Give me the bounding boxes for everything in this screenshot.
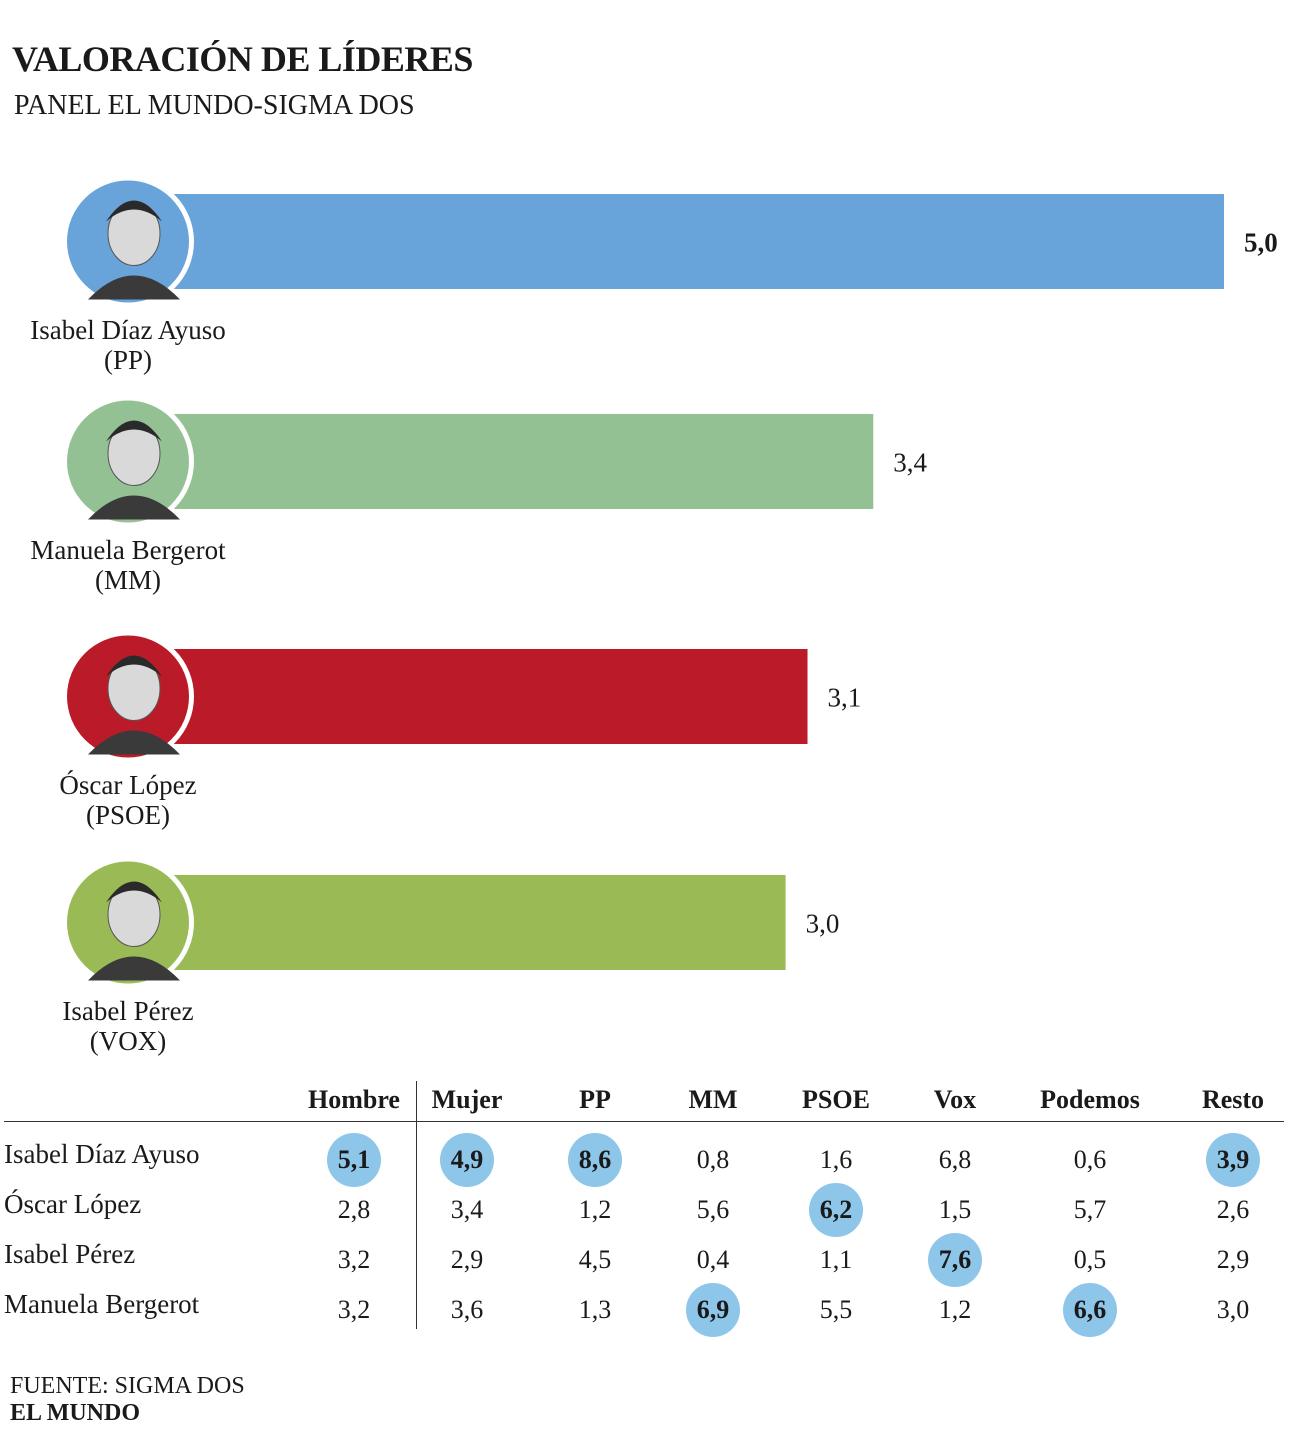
leader-party-label: (PSOE) — [86, 800, 170, 830]
bar-value-label: 3,4 — [893, 448, 927, 478]
table-cell: 2,8 — [337, 1195, 371, 1224]
table-column-header: Mujer — [431, 1085, 503, 1114]
portrait-hair — [106, 655, 162, 677]
portrait-shoulders — [88, 956, 180, 981]
brand-logo: EL MUNDO — [10, 1400, 141, 1426]
bar — [128, 875, 786, 970]
portrait-photo — [62, 630, 194, 763]
portrait-hair — [106, 200, 162, 222]
table-header-rule — [4, 1121, 1284, 1122]
chart-title: VALORACIÓN DE LÍDERES — [12, 39, 473, 79]
table-cell: 3,0 — [1216, 1295, 1250, 1324]
table-cell-highlighted: 8,6 — [568, 1133, 622, 1187]
leader-name-label: Isabel Pérez — [62, 996, 193, 1026]
leader-name-label: Isabel Díaz Ayuso — [30, 315, 225, 345]
table-row-label: Manuela Bergerot — [4, 1289, 200, 1319]
table-column-header: PP — [579, 1085, 611, 1114]
table-cell: 3,6 — [450, 1295, 484, 1324]
table-cell: 1,6 — [819, 1145, 853, 1174]
table-cell: 1,5 — [938, 1195, 972, 1224]
table-column-header: PSOE — [802, 1085, 870, 1114]
table-cell: 0,6 — [1073, 1145, 1107, 1174]
table-row-label: Isabel Pérez — [4, 1239, 136, 1269]
portrait-shoulders — [88, 730, 180, 755]
table-column-header: MM — [688, 1085, 738, 1114]
table-cell: 3,4 — [450, 1195, 484, 1224]
table-cell-highlighted: 7,6 — [928, 1233, 982, 1287]
leader-party-label: (MM) — [95, 565, 161, 595]
table-cell-highlighted: 6,2 — [809, 1183, 863, 1237]
table-cell: 3,2 — [337, 1245, 371, 1274]
table-cell: 2,9 — [450, 1245, 484, 1274]
bar — [128, 414, 874, 509]
source-note: FUENTE: SIGMA DOS — [10, 1373, 245, 1399]
table-column-header: Resto — [1201, 1085, 1265, 1114]
portrait-shoulders — [88, 275, 180, 300]
table-cell-highlighted: 6,9 — [686, 1283, 740, 1337]
leader-name-label: Óscar López — [59, 770, 196, 800]
bar — [128, 194, 1224, 289]
table-row-label: Isabel Díaz Ayuso — [4, 1139, 200, 1169]
leader-name-label: Manuela Bergerot — [30, 535, 226, 565]
table-row-label: Óscar López — [4, 1189, 142, 1219]
table-cell: 1,2 — [578, 1195, 612, 1224]
table-cell-highlighted: 6,6 — [1063, 1283, 1117, 1337]
table-cell-highlighted: 4,9 — [440, 1133, 494, 1187]
table-cell: 2,6 — [1216, 1195, 1250, 1224]
bar-value-label: 3,0 — [806, 909, 840, 939]
table-cell: 6,8 — [938, 1145, 972, 1174]
table-column-header: Podemos — [1040, 1085, 1140, 1114]
bar — [128, 649, 808, 744]
table-column-header: Vox — [933, 1085, 977, 1114]
table-cell: 0,8 — [696, 1145, 730, 1174]
portrait-photo — [62, 395, 194, 528]
leader-party-label: (PP) — [104, 345, 152, 375]
table-cell: 0,5 — [1073, 1245, 1107, 1274]
table-cell: 0,4 — [696, 1245, 730, 1274]
breakdown-table: Hombre Mujer PP MM PSOE Vox Podemos Resto Isabel… — [0, 1075, 1292, 1345]
table-cell-highlighted: 3,9 — [1206, 1133, 1260, 1187]
portrait-shoulders — [88, 495, 180, 520]
chart-subtitle: PANEL EL MUNDO-SIGMA DOS — [14, 90, 415, 121]
portrait-photo — [62, 175, 194, 308]
table-cell: 4,5 — [578, 1245, 612, 1274]
table-cell: 3,2 — [337, 1295, 371, 1324]
table-cell: 1,1 — [819, 1245, 853, 1274]
table-cell: 5,5 — [819, 1295, 853, 1324]
table-cell: 1,3 — [578, 1295, 612, 1324]
leader-party-label: (VOX) — [90, 1026, 166, 1056]
table-cell: 2,9 — [1216, 1245, 1250, 1274]
bar-chart: 5,0 Isabel Díaz Ayuso(PP) 3,4 Manuela Berge… — [30, 175, 1278, 1056]
bar-value-label: 3,1 — [828, 683, 862, 713]
table-cell-highlighted: 5,1 — [327, 1133, 381, 1187]
table-cell: 5,7 — [1073, 1195, 1107, 1224]
portrait-hair — [106, 420, 162, 442]
table-cell: 5,6 — [696, 1195, 730, 1224]
portrait-photo — [62, 856, 194, 989]
table-column-header: Hombre — [308, 1085, 400, 1114]
bar-value-label: 5,0 — [1244, 228, 1278, 258]
portrait-hair — [106, 881, 162, 903]
table-cell: 1,2 — [938, 1295, 972, 1324]
table-column-divider — [416, 1081, 417, 1329]
